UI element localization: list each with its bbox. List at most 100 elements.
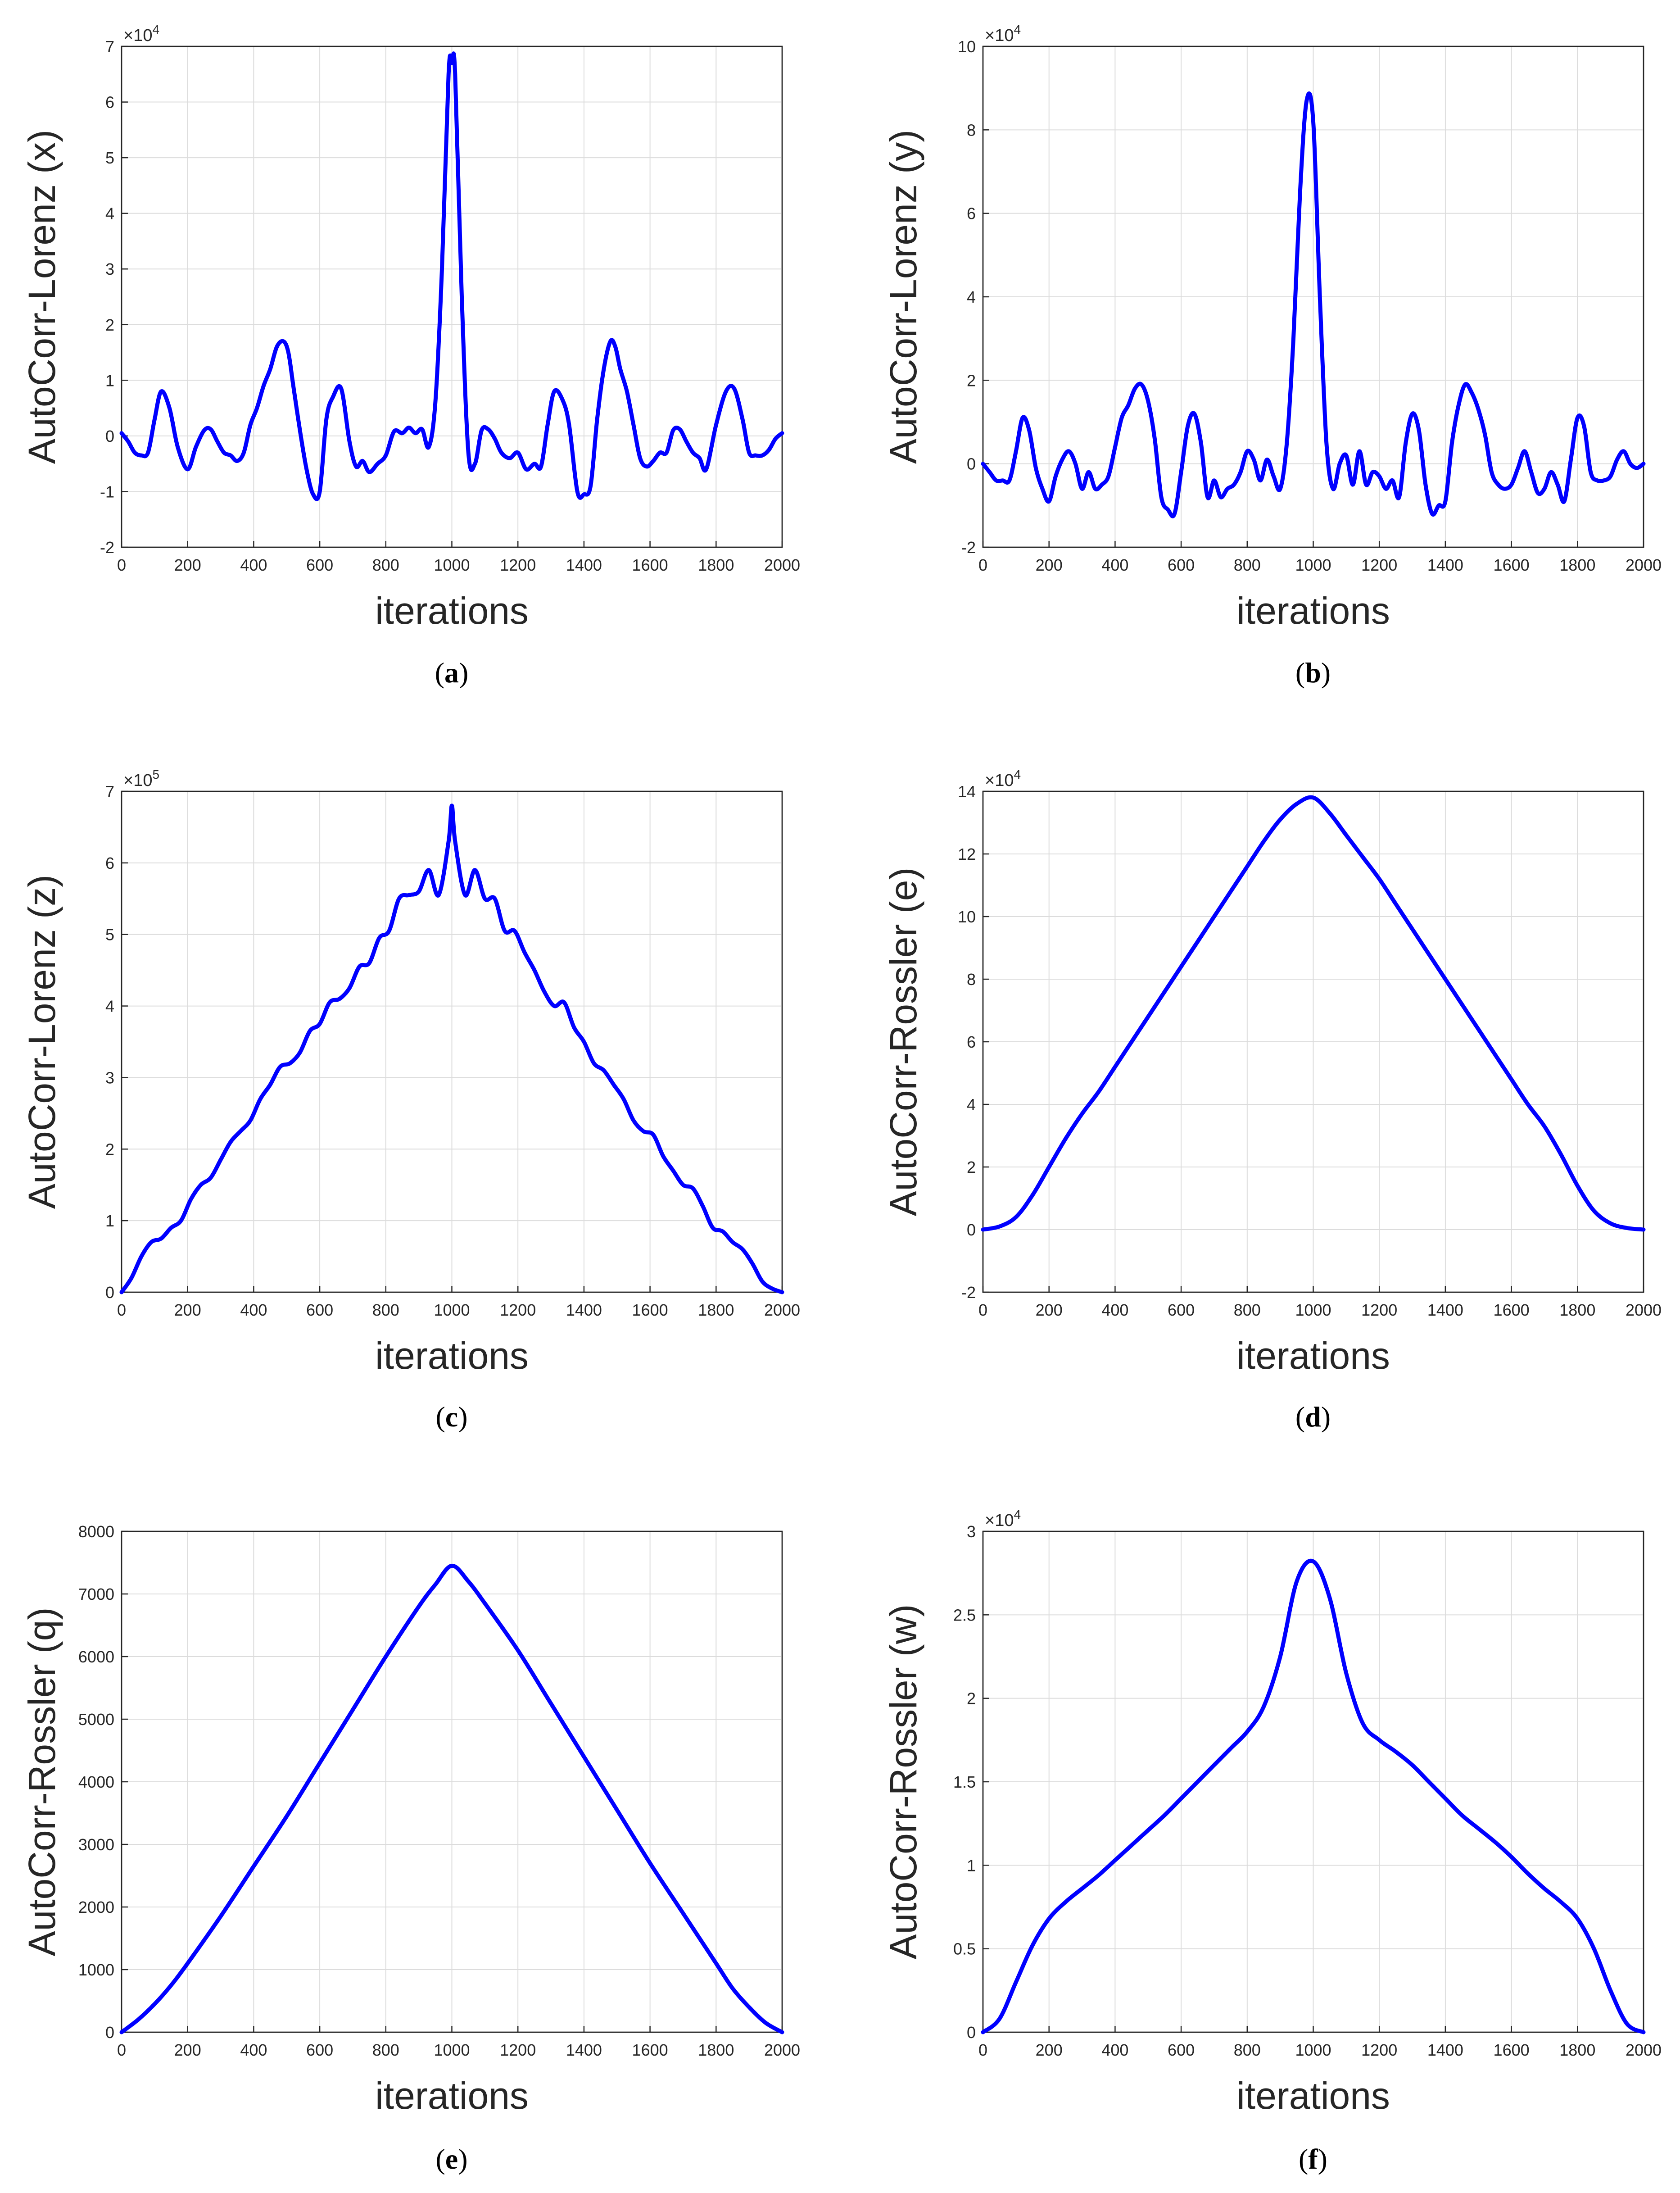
caption-close-paren: ) bbox=[1321, 1401, 1331, 1433]
x-tick-label: 1400 bbox=[1427, 1301, 1463, 1319]
caption-open-paren: ( bbox=[1299, 2143, 1308, 2175]
chart-panel-c: 0 200 400 600 800 1000 1200 1400 1600 1800 2000 0 1 2… bbox=[21, 767, 800, 1433]
x-axis-label: iterations bbox=[1236, 590, 1390, 632]
series-line-autocorr bbox=[981, 1558, 1646, 2034]
y-tick-label: -2 bbox=[100, 538, 114, 557]
y-tick-label: -1 bbox=[100, 482, 114, 501]
x-tick-label: 800 bbox=[372, 2041, 399, 2059]
y-tick-label: 14 bbox=[958, 782, 976, 801]
x-tick-label: 1400 bbox=[1427, 2041, 1463, 2059]
y-tick-label: 7000 bbox=[78, 1585, 114, 1603]
x-tick-label: 200 bbox=[174, 2041, 201, 2059]
x-tick-label: 1600 bbox=[632, 556, 668, 574]
axis-multiplier: ×104 bbox=[985, 23, 1021, 45]
x-tick-label: 1600 bbox=[1494, 1301, 1530, 1319]
x-tick-label: 2000 bbox=[1626, 556, 1662, 574]
caption-letter: a bbox=[444, 657, 459, 689]
y-tick-label: 0 bbox=[105, 1283, 114, 1302]
x-tick-label: 2000 bbox=[1626, 1301, 1662, 1319]
x-tick-label: 200 bbox=[174, 556, 201, 574]
x-tick-label: 800 bbox=[372, 1301, 399, 1319]
x-tick-label: 600 bbox=[306, 2041, 333, 2059]
x-tick-label: 1200 bbox=[500, 1301, 536, 1319]
chart-panel-b: 0 200 400 600 800 1000 1200 1400 1600 1800 2000-20… bbox=[882, 23, 1662, 689]
panel-caption: (a) bbox=[435, 657, 469, 689]
axis-multiplier-exponent: 5 bbox=[152, 767, 159, 781]
x-tick-label: 1000 bbox=[1295, 1301, 1331, 1319]
x-tick-label: 1800 bbox=[1559, 1301, 1595, 1319]
x-tick-label: 600 bbox=[1168, 1301, 1195, 1319]
axis-multiplier-base: ×10 bbox=[985, 1511, 1014, 1530]
series-line-autocorr bbox=[119, 51, 784, 501]
caption-close-paren: ) bbox=[458, 1401, 467, 1433]
x-tick-label: 400 bbox=[240, 2041, 267, 2059]
caption-open-paren: ( bbox=[435, 1401, 445, 1433]
x-tick-label: 2000 bbox=[764, 2041, 800, 2059]
x-tick-label: 0 bbox=[978, 1301, 987, 1319]
x-tick-label: 200 bbox=[1036, 556, 1063, 574]
axis-multiplier-base: ×10 bbox=[985, 771, 1014, 790]
caption-letter: c bbox=[445, 1401, 458, 1433]
x-tick-label: 1000 bbox=[1295, 2041, 1331, 2059]
axis-multiplier-base: ×10 bbox=[123, 771, 152, 790]
y-tick-label: 10 bbox=[958, 908, 976, 926]
x-tick-label: 1400 bbox=[1427, 556, 1463, 574]
y-tick-label: 5000 bbox=[78, 1710, 114, 1729]
y-axis-label: AutoCorr-Lorenz (x) bbox=[21, 130, 63, 464]
series-line-autocorr bbox=[981, 91, 1646, 518]
x-tick-label: 1000 bbox=[434, 556, 470, 574]
caption-open-paren: ( bbox=[1295, 657, 1305, 689]
y-tick-label: 2000 bbox=[78, 1898, 114, 1916]
x-axis-label: iterations bbox=[1236, 2075, 1390, 2117]
x-tick-label: 1800 bbox=[698, 1301, 734, 1319]
y-tick-label: 2 bbox=[967, 1689, 976, 1708]
x-tick-label: 800 bbox=[1234, 556, 1261, 574]
caption-close-paren: ) bbox=[1318, 2143, 1327, 2175]
y-tick-label: 8 bbox=[967, 970, 976, 989]
y-tick-label: -2 bbox=[961, 1283, 976, 1302]
x-tick-label: 1200 bbox=[500, 2041, 536, 2059]
caption-letter: f bbox=[1308, 2143, 1318, 2175]
y-tick-label: 1 bbox=[967, 1856, 976, 1875]
y-axis-label: AutoCorr-Rossler (e) bbox=[882, 867, 924, 1217]
panel-caption: (d) bbox=[1295, 1401, 1331, 1433]
panel-caption: (f) bbox=[1299, 2143, 1327, 2175]
x-tick-label: 1400 bbox=[566, 556, 602, 574]
x-axis-label: iterations bbox=[1236, 1335, 1390, 1377]
caption-close-paren: ) bbox=[459, 657, 468, 689]
y-tick-label: 2.5 bbox=[953, 1606, 976, 1624]
x-tick-label: 400 bbox=[240, 556, 267, 574]
y-tick-label: 3000 bbox=[78, 1835, 114, 1854]
caption-open-paren: ( bbox=[435, 657, 444, 689]
x-axis-label: iterations bbox=[375, 1335, 529, 1377]
x-tick-label: 1200 bbox=[1361, 1301, 1397, 1319]
y-tick-label: 4000 bbox=[78, 1773, 114, 1791]
y-axis-label: AutoCorr-Lorenz (y) bbox=[882, 130, 924, 464]
x-tick-label: 1600 bbox=[632, 1301, 668, 1319]
axis-multiplier: ×104 bbox=[985, 767, 1021, 790]
axis-multiplier: ×104 bbox=[985, 1507, 1021, 1530]
x-tick-label: 200 bbox=[1036, 2041, 1063, 2059]
x-tick-label: 600 bbox=[306, 556, 333, 574]
x-tick-label: 1200 bbox=[500, 556, 536, 574]
x-tick-label: 200 bbox=[1036, 1301, 1063, 1319]
axis-multiplier-base: ×10 bbox=[123, 26, 152, 45]
y-tick-label: 4 bbox=[105, 204, 114, 223]
x-tick-label: 400 bbox=[1101, 2041, 1128, 2059]
y-tick-label: 0 bbox=[105, 427, 114, 445]
y-tick-label: 5 bbox=[105, 149, 114, 167]
y-tick-label: 10 bbox=[958, 37, 976, 56]
x-tick-label: 1800 bbox=[698, 2041, 734, 2059]
x-tick-label: 0 bbox=[117, 1301, 126, 1319]
x-tick-label: 0 bbox=[978, 2041, 987, 2059]
y-tick-label: 0.5 bbox=[953, 1940, 976, 1958]
chart-panel-e: 0 200 400 600 800 1000 1200 1400 1600 1800 2000 0 10… bbox=[21, 1522, 800, 2175]
x-axis-label: iterations bbox=[375, 590, 529, 632]
y-tick-label: 0 bbox=[105, 2023, 114, 2042]
x-tick-label: 0 bbox=[978, 556, 987, 574]
x-tick-label: 1800 bbox=[698, 556, 734, 574]
caption-letter: e bbox=[445, 2143, 458, 2175]
x-tick-label: 600 bbox=[306, 1301, 333, 1319]
x-tick-label: 0 bbox=[117, 2041, 126, 2059]
